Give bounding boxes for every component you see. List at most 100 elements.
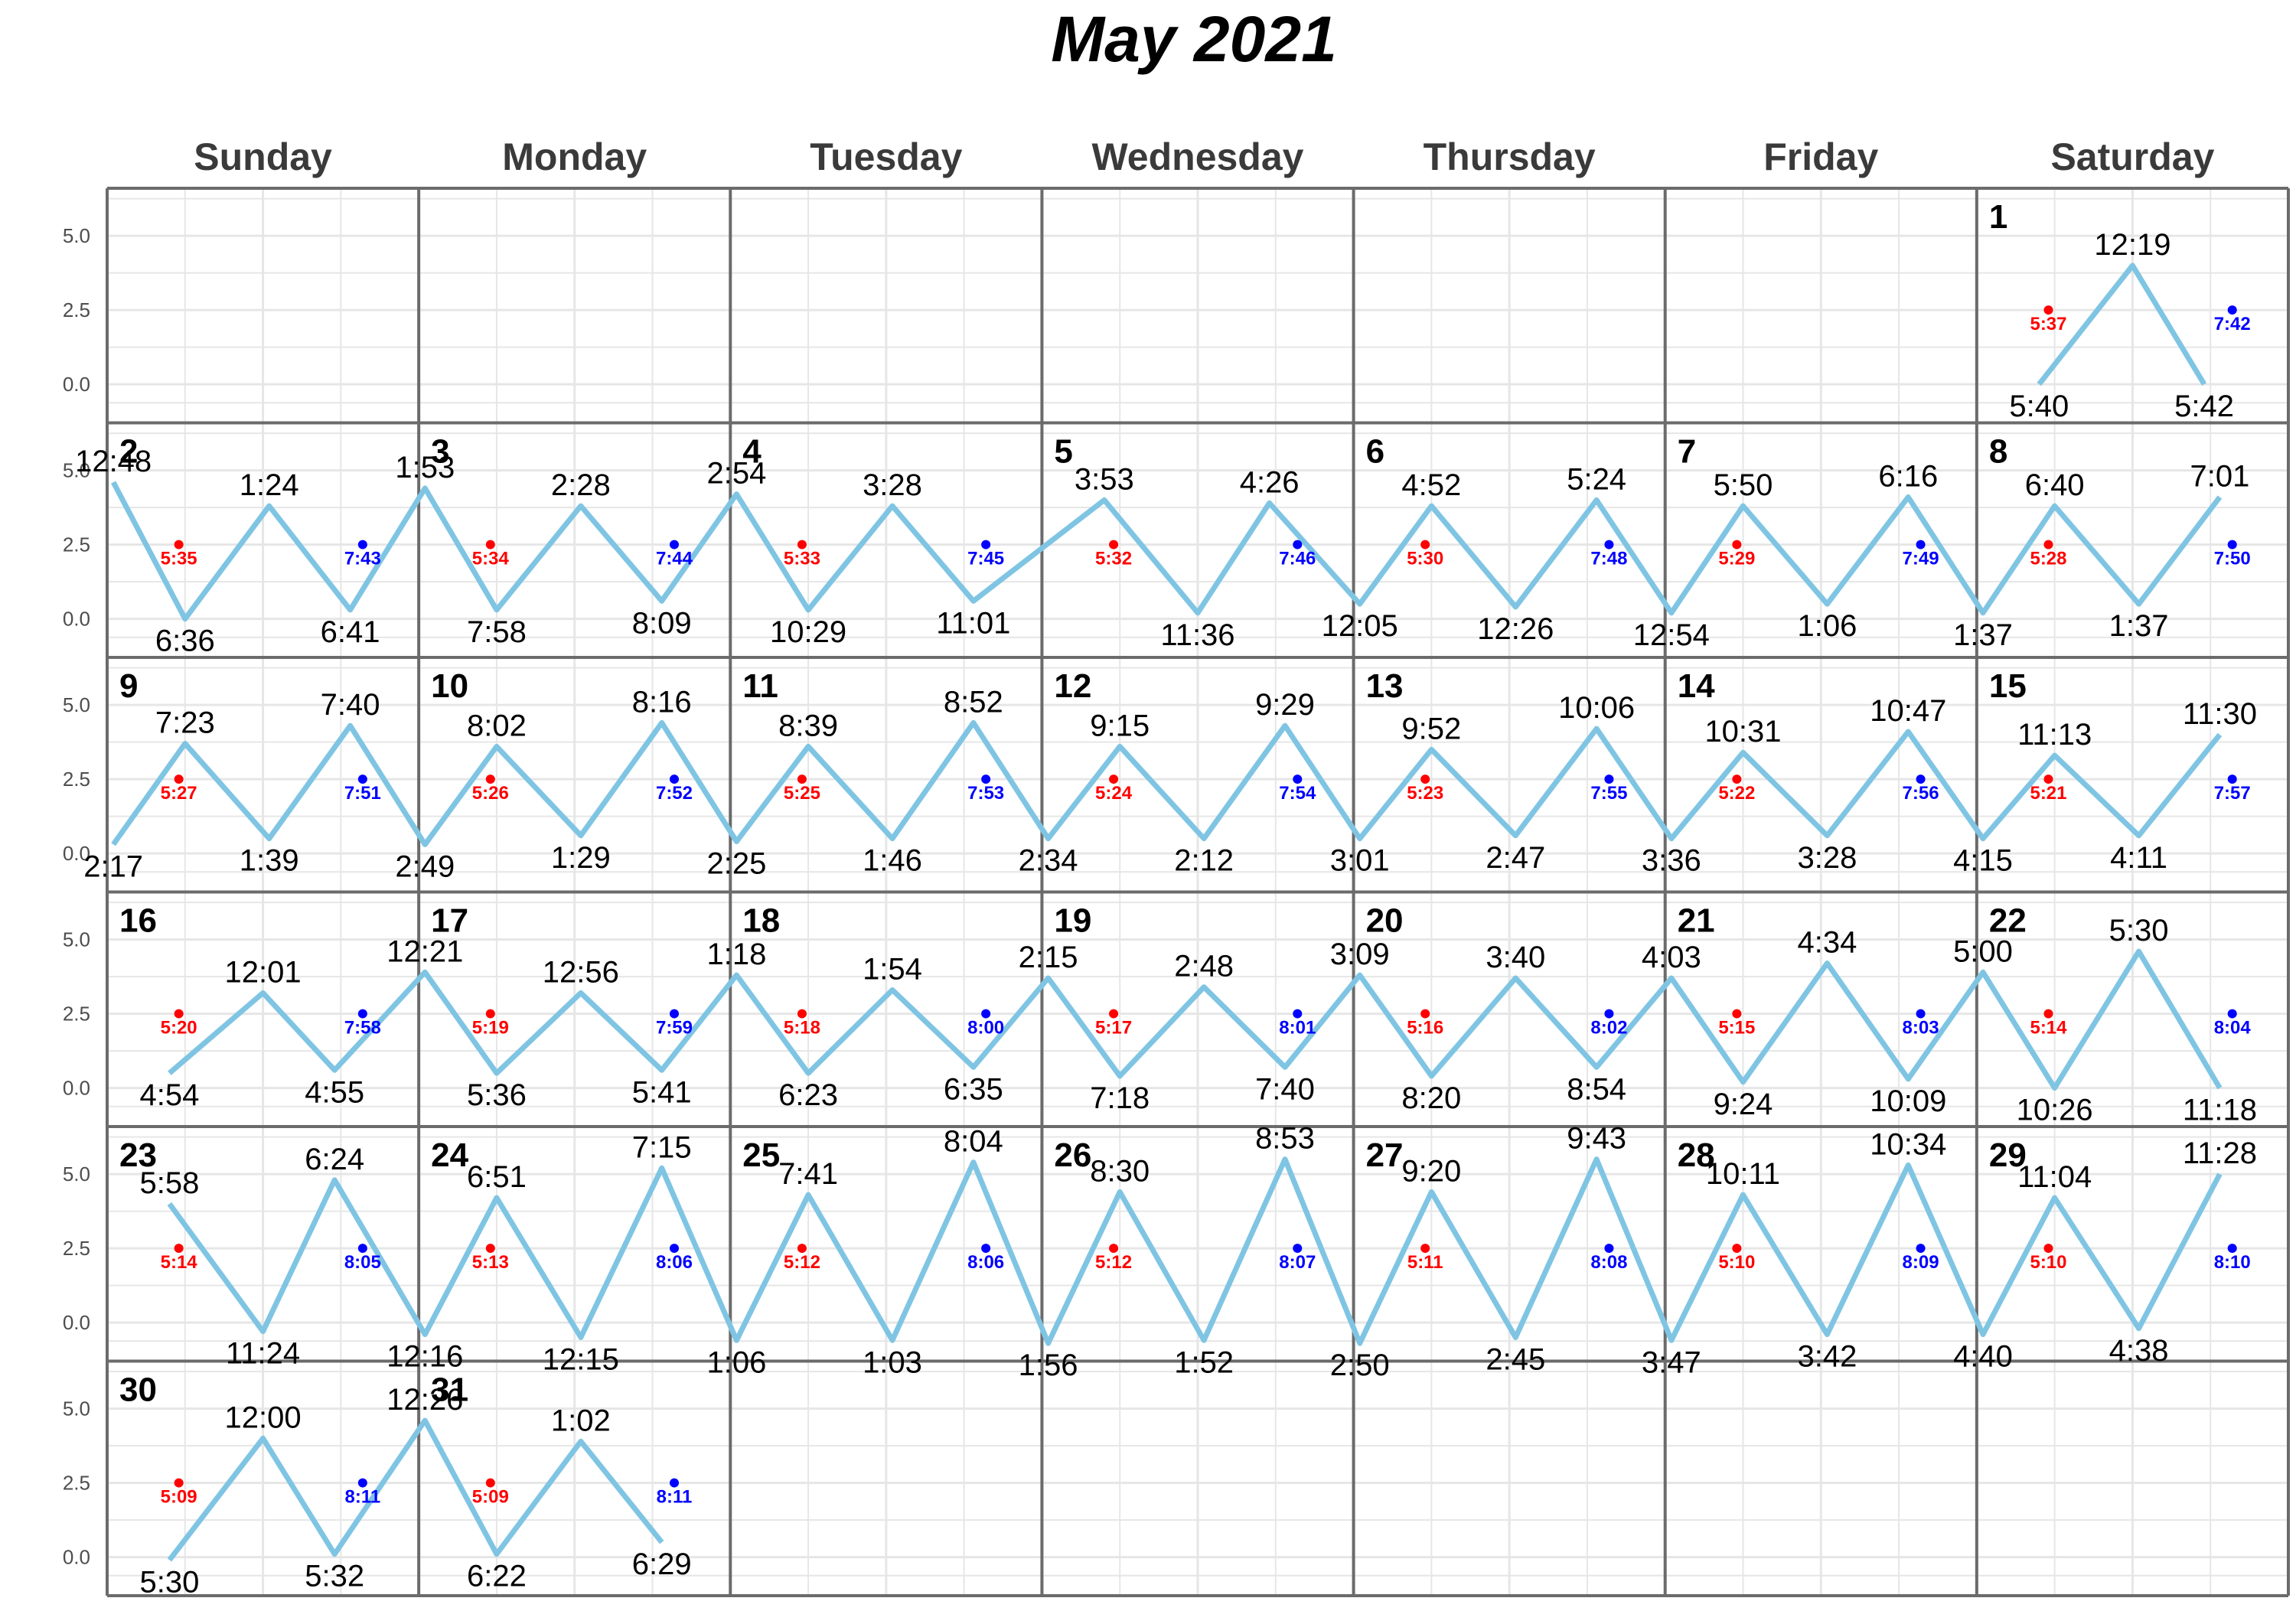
sunrise-label: 5:14 [161,1252,198,1273]
high-tide-label: 10:06 [1558,691,1635,725]
y-tick-label: 5.0 [63,1163,90,1185]
sunrise-label: 5:30 [1407,549,1443,569]
low-tide-label: 11:18 [2183,1094,2257,1127]
low-tide-label: 7:18 [1090,1081,1150,1115]
sunrise-label: 5:35 [161,549,197,569]
sunset-label: 8:02 [1590,1018,1627,1039]
day-number: 9 [119,667,138,705]
sunset-label: 7:58 [344,1018,381,1039]
high-tide-label: 2:54 [706,457,766,491]
sunrise-point [1109,1009,1119,1019]
day-number: 7 [1678,433,1696,471]
sunset-point [981,540,991,550]
sunrise-point [1420,1009,1430,1019]
low-tide-label: 1:29 [551,841,611,875]
weekday-header: Tuesday [810,135,962,178]
sunrise-label: 5:34 [472,549,510,569]
sunset-point [2227,305,2237,315]
high-tide-label: 5:00 [1953,934,2013,968]
low-tide-label: 1:06 [706,1345,766,1379]
sunrise-label: 5:16 [1407,1018,1443,1039]
chart-title: May 2021 [1051,3,1337,75]
low-tide-label: 3:47 [1642,1345,1701,1379]
high-tide-label: 9:15 [1090,709,1150,742]
high-tide-label: 6:16 [1878,459,1938,493]
sunrise-point [797,540,807,550]
low-tide-label: 1:39 [240,844,299,878]
high-tide-label: 3:40 [1486,941,1545,974]
low-tide-label: 2:12 [1174,844,1234,878]
y-tick-label: 5.0 [63,459,90,482]
day-number: 20 [1366,902,1404,940]
y-tick-label: 0.0 [63,1546,90,1569]
y-tick-label: 2.5 [63,298,90,321]
sunrise-label: 5:10 [2030,1252,2066,1273]
sunrise-label: 5:29 [1718,549,1755,569]
day-number: 19 [1054,902,1091,940]
sunrise-label: 5:21 [2030,783,2066,804]
sunrise-label: 5:14 [2030,1018,2067,1039]
sunset-label: 7:54 [1279,783,1316,804]
sunrise-point [2043,1009,2053,1019]
sunset-point [1293,775,1303,784]
low-tide-label: 4:38 [2109,1334,2169,1368]
low-tide-label: 12:16 [386,1340,463,1374]
sunset-label: 8:04 [2214,1018,2252,1039]
high-tide-label: 10:34 [1870,1127,1946,1161]
sunset-label: 7:43 [344,549,381,569]
sunrise-label: 5:11 [1407,1252,1443,1273]
day-number: 21 [1678,902,1715,940]
high-tide-label: 3:09 [1330,938,1390,971]
high-tide-label: 8:30 [1090,1154,1150,1188]
low-tide-label: 1:37 [2109,609,2169,643]
high-tide-label: 7:23 [155,706,215,740]
sunrise-label: 5:15 [1718,1018,1755,1039]
sunrise-label: 5:18 [784,1018,820,1039]
sunset-label: 7:57 [2214,783,2251,804]
sunset-point [2227,1244,2237,1254]
sunset-label: 8:01 [1279,1018,1316,1039]
weekday-header: Sunday [194,135,332,178]
sunrise-point [485,1244,495,1254]
sunrise-point [1109,1244,1119,1254]
low-tide-label: 8:54 [1567,1072,1626,1106]
sunrise-point [797,775,807,784]
sunrise-label: 5:32 [1095,549,1132,569]
y-tick-label: 2.5 [63,533,90,556]
weekday-header: Monday [502,135,647,178]
low-tide-label: 1:37 [1953,618,2013,652]
sunrise-label: 5:10 [1718,1252,1755,1273]
low-tide-label: 5:40 [2009,390,2069,423]
sunset-point [981,1009,991,1019]
high-tide-label: 8:16 [632,685,692,719]
sunrise-point [485,1009,495,1019]
sunrise-label: 5:09 [472,1487,509,1508]
y-tick-label: 0.0 [63,1077,90,1100]
day-number: 26 [1054,1137,1091,1174]
high-tide-label: 12:19 [2094,228,2170,262]
low-tide-label: 7:58 [467,615,527,649]
sunrise-point [797,1244,807,1254]
high-tide-label: 1:53 [395,451,455,484]
low-tide-label: 3:42 [1797,1340,1857,1374]
sunset-point [1293,540,1303,550]
sunset-label: 7:53 [967,783,1004,804]
y-tick-label: 5.0 [63,1397,90,1420]
high-tide-label: 1:54 [863,953,922,986]
high-tide-label: 1:18 [706,938,766,971]
high-tide-label: 11:28 [2183,1137,2257,1170]
sunrise-point [174,1478,184,1488]
high-tide-label: 1:24 [240,468,299,502]
high-tide-label: 9:20 [1401,1154,1461,1188]
day-number: 12 [1054,667,1091,705]
day-number: 27 [1366,1137,1404,1174]
sunrise-label: 5:33 [784,549,820,569]
low-tide-label: 4:55 [305,1075,364,1109]
y-tick-label: 0.0 [63,373,90,396]
low-tide-label: 5:32 [305,1560,364,1593]
high-tide-label: 3:53 [1075,462,1134,496]
day-number: 6 [1366,433,1384,471]
sunset-label: 8:07 [1279,1252,1316,1273]
sunrise-label: 5:12 [1095,1252,1132,1273]
